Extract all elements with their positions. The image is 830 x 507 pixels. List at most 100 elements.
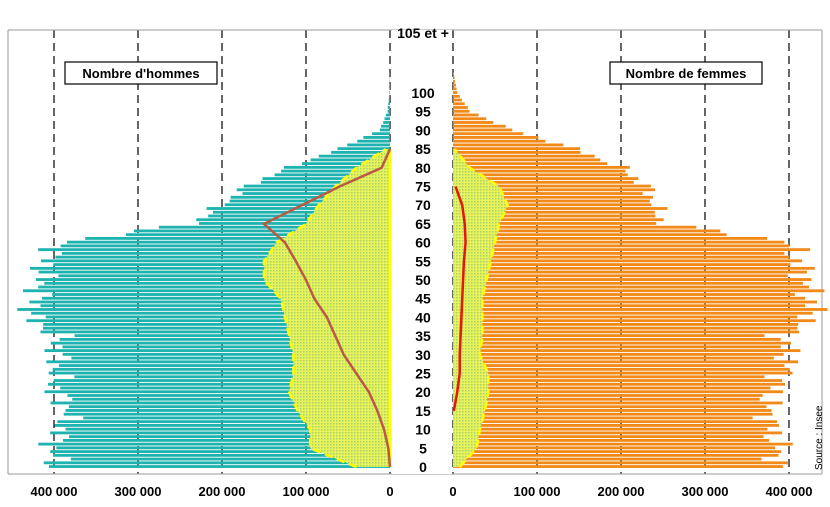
bar-women: [453, 110, 469, 113]
bar-women: [453, 409, 771, 412]
bar-women: [453, 375, 765, 378]
bar-women: [453, 297, 805, 300]
age-tick-label: 100: [411, 85, 435, 101]
bar-women: [453, 282, 803, 285]
bar-women: [453, 398, 760, 401]
bar-women: [453, 413, 773, 416]
bar-men: [381, 125, 390, 128]
source-label: Source : Insee: [814, 405, 825, 470]
age-tick-label: 60: [415, 235, 431, 251]
bar-women: [453, 417, 753, 420]
bar-women: [453, 379, 782, 382]
bar-women: [453, 443, 793, 446]
bar-women: [453, 121, 493, 124]
bar-women: [453, 435, 764, 438]
bar-men: [389, 99, 390, 102]
age-tick-label: 5: [419, 440, 427, 456]
legend-men-label: Nombre d'hommes: [82, 66, 199, 81]
x-tick-label-men: 400 000: [31, 484, 78, 499]
bar-men: [388, 102, 390, 105]
bar-women: [453, 316, 797, 319]
bar-women: [453, 323, 798, 326]
bar-women: [453, 117, 486, 120]
bar-men: [363, 136, 390, 139]
bar-women: [453, 241, 784, 244]
bar-women: [453, 364, 784, 367]
bar-women: [453, 286, 809, 289]
bar-women: [453, 80, 455, 83]
bar-men: [372, 132, 390, 135]
bar-women: [453, 327, 797, 330]
bar-men: [49, 465, 390, 468]
bar-women: [453, 312, 813, 315]
x-tick-label-women: 0: [449, 484, 456, 499]
bar-women: [453, 271, 807, 274]
bar-women: [453, 465, 783, 468]
bar-women: [453, 342, 791, 345]
bar-women: [453, 155, 595, 158]
bar-women: [453, 446, 775, 449]
bar-women: [453, 72, 454, 75]
bar-women: [453, 87, 457, 90]
bar-women: [453, 368, 790, 371]
bar-women: [453, 274, 788, 277]
bar-men: [386, 114, 390, 117]
legend-women: Nombre de femmes: [610, 62, 762, 84]
bar-women: [453, 338, 781, 341]
bar-women: [453, 372, 793, 375]
bar-women: [453, 166, 630, 169]
bar-men: [389, 91, 390, 94]
bar-women: [453, 319, 816, 322]
x-tick-label-women: 300 000: [682, 484, 729, 499]
bar-women: [453, 237, 767, 240]
bar-women: [453, 129, 512, 132]
bar-women: [453, 158, 600, 161]
bar-women: [453, 143, 563, 146]
bar-women: [453, 95, 460, 98]
bar-men: [389, 87, 390, 90]
bar-women: [453, 140, 545, 143]
age-tick-label: 45: [415, 291, 431, 307]
bar-women: [453, 428, 767, 431]
age-tick-label: 0: [419, 459, 427, 475]
x-tick-label-men: 300 000: [115, 484, 162, 499]
x-tick-label-men: 100 000: [283, 484, 330, 499]
bar-women: [453, 458, 761, 461]
age-tick-label: 85: [415, 141, 431, 157]
bar-women: [453, 248, 810, 251]
bar-women: [453, 420, 777, 423]
bar-women: [453, 330, 799, 333]
bar-women: [453, 84, 456, 87]
age-tick-label: 75: [415, 179, 431, 195]
age-tick-label: 90: [415, 122, 431, 138]
bar-women: [453, 360, 798, 363]
bar-women: [453, 114, 479, 117]
bar-women: [453, 450, 781, 453]
bar-women: [453, 259, 802, 262]
age-tick-label: 15: [415, 403, 431, 419]
bar-men: [337, 147, 390, 150]
legend-women-label: Nombre de femmes: [626, 66, 747, 81]
x-tick-label-men: 0: [386, 484, 393, 499]
bar-women: [453, 256, 789, 259]
bar-women: [453, 394, 763, 397]
age-tick-label: 55: [415, 253, 431, 269]
bar-women: [453, 390, 783, 393]
age-tick-label: 40: [415, 309, 431, 325]
x-tick-label-women: 400 000: [766, 484, 813, 499]
x-tick-label-women: 200 000: [598, 484, 645, 499]
age-tick-label: 80: [415, 160, 431, 176]
bar-women: [453, 405, 766, 408]
bar-women: [453, 136, 538, 139]
bar-women: [453, 334, 764, 337]
bar-men: [383, 121, 390, 124]
bar-women: [453, 353, 784, 356]
bar-women: [453, 125, 506, 128]
age-tick-label: 95: [415, 104, 431, 120]
bar-men: [388, 106, 390, 109]
bar-women: [453, 252, 784, 255]
bar-women: [453, 106, 468, 109]
x-tick-label-men: 200 000: [199, 484, 246, 499]
bar-men: [388, 110, 390, 113]
